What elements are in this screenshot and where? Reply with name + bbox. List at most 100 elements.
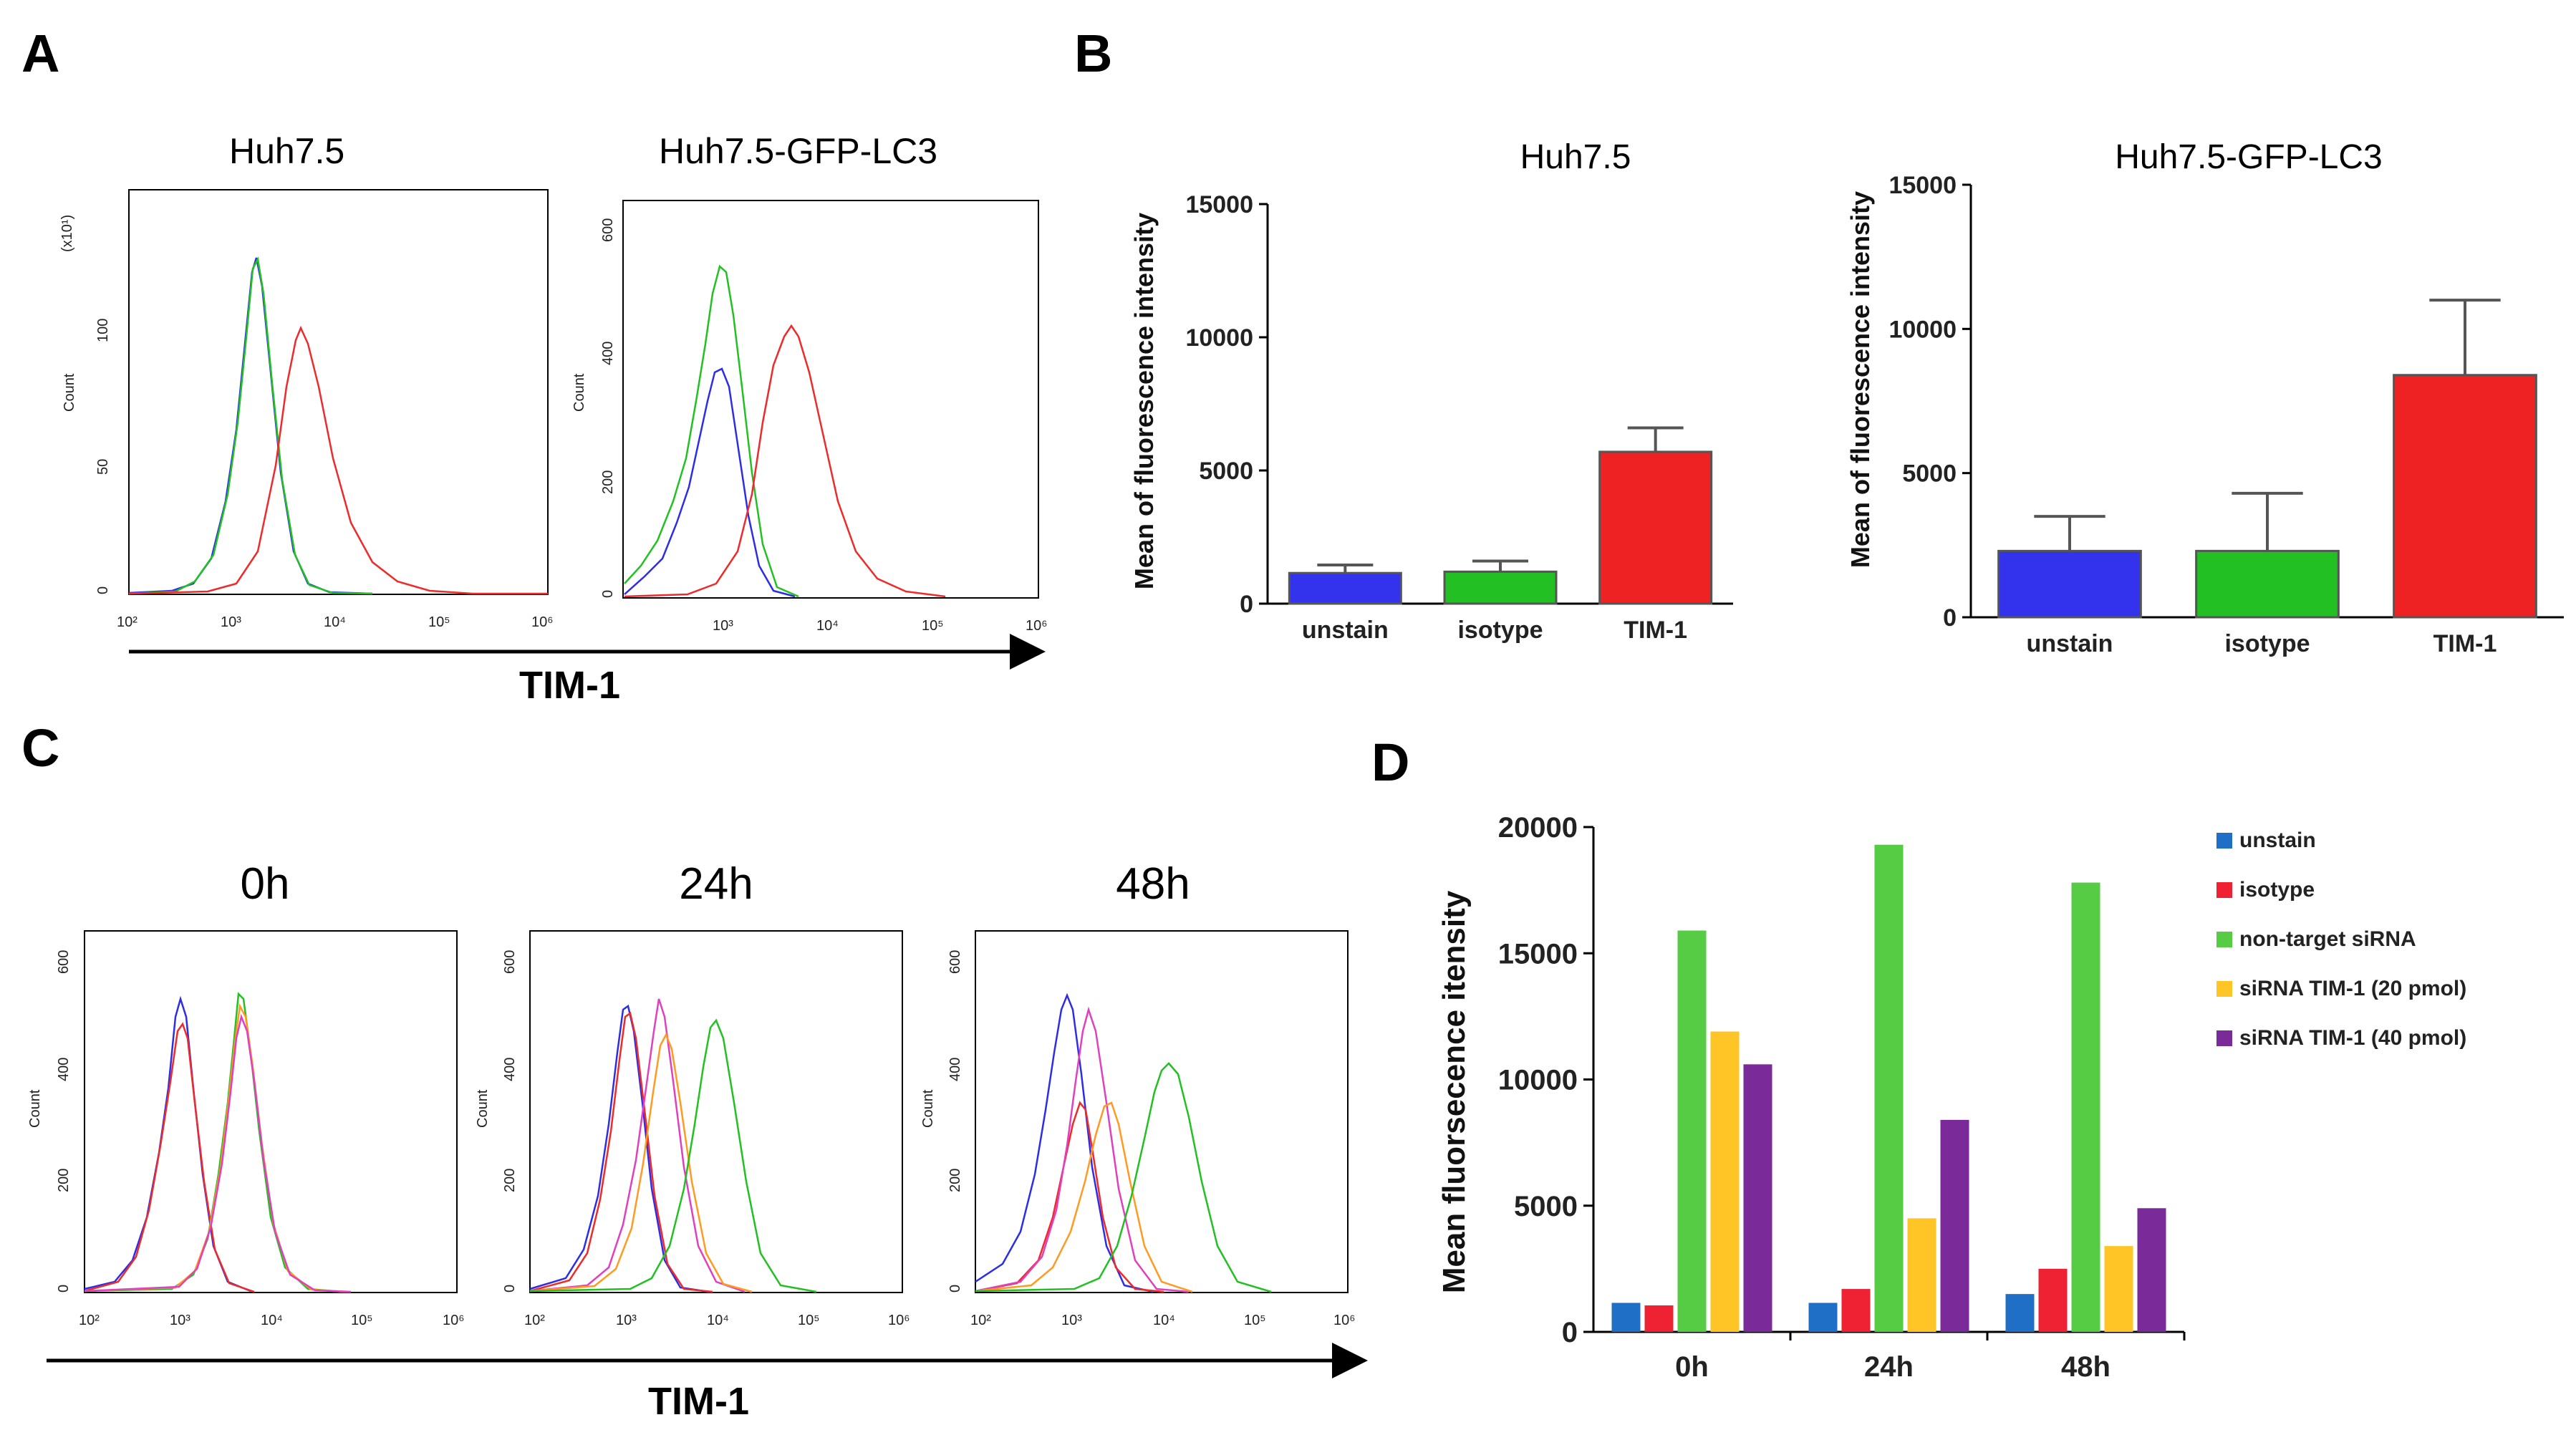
legend-swatch [2216, 932, 2232, 947]
y-tick-0: 0 [600, 590, 616, 598]
x-tick: 10² [117, 614, 138, 630]
histogram-trace-green [624, 264, 799, 598]
y-tick-0: 0 [56, 1285, 72, 1293]
x-tick: 10⁵ [351, 1313, 373, 1328]
bar [1907, 1218, 1936, 1332]
y-tick-label: 0 [1562, 1317, 1578, 1348]
bar [1288, 571, 1402, 605]
hist-frame [84, 930, 458, 1293]
legend-label: siRNA TIM-1 (20 pmol) [2239, 977, 2466, 1000]
hist-title: 48h [1116, 859, 1190, 909]
bar [1841, 1289, 1871, 1332]
x-tick: 10⁴ [707, 1313, 729, 1328]
y-axis-label: Count [571, 373, 587, 412]
bar [1940, 1119, 1969, 1332]
histogram-trace-magenta [84, 1013, 352, 1293]
y-tick-600: 600 [600, 218, 616, 242]
histogram-trace-green [529, 1018, 817, 1293]
y-tick-0: 0 [947, 1285, 963, 1293]
bar-chart-huh75: Huh7.5 Mean of fluorescence intensity 0 5… [1129, 138, 1733, 644]
x-tick: 10² [524, 1313, 545, 1328]
panel-c-histogram-0h: 0h Count 0 200 400 600 10² 10³ 10⁴ 10⁵ 1… [27, 859, 464, 1328]
bar [1743, 1064, 1772, 1332]
histogram-trace-blue [624, 367, 796, 598]
bar [2137, 1208, 2166, 1332]
x-tick: 10⁵ [428, 614, 450, 630]
x-tick: 10³ [616, 1313, 637, 1328]
hist-title: 0h [241, 859, 290, 909]
y-tick-400: 400 [56, 1058, 72, 1081]
bar [2038, 1268, 2068, 1332]
x-tick: 10³ [1061, 1313, 1082, 1328]
bar [1997, 549, 2142, 619]
hist-frame [975, 930, 1349, 1293]
legend-swatch [2216, 981, 2232, 997]
y-tick-label: 5000 [1902, 460, 1957, 488]
y-axis-label: Count [475, 1089, 491, 1128]
y-tick-200: 200 [947, 1169, 963, 1192]
hist-frame [622, 200, 1039, 599]
x-tick: 10³ [713, 618, 733, 634]
x-tick: 10⁴ [261, 1313, 283, 1328]
x-tick: 10² [970, 1313, 991, 1328]
y-axis-label: Mean of fluorescence intensity [1129, 213, 1159, 589]
x-tick: 10⁶ [1333, 1313, 1355, 1328]
histogram-trace-magenta [529, 998, 746, 1293]
bar [1443, 570, 1558, 605]
y-tick-label: 10000 [1185, 324, 1253, 352]
y-axis-label: Count [62, 373, 77, 412]
x-tick: 10⁶ [443, 1313, 464, 1328]
bar [1874, 844, 1904, 1332]
histogram-trace-red [624, 324, 946, 598]
bar [2005, 1294, 2035, 1332]
histogram-trace-green [128, 256, 373, 595]
bar [2071, 882, 2100, 1332]
x-tick-label: 24h [1864, 1351, 1914, 1383]
hist-frame [128, 189, 549, 595]
panel-letter-a: A [21, 24, 59, 83]
y-tick-label: 15000 [1185, 191, 1253, 218]
legend-swatch [2216, 833, 2232, 849]
panel-letter-c: C [21, 718, 59, 778]
histogram-trace-blue [529, 1004, 710, 1293]
x-tick: 10³ [221, 614, 241, 630]
legend-label: unstain [2239, 828, 2316, 852]
panel-letter-d: D [1371, 733, 1409, 792]
legend-label: siRNA TIM-1 (40 pmol) [2239, 1026, 2466, 1050]
x-tick-label: unstain [2027, 630, 2113, 657]
panel-letter-b: B [1074, 24, 1112, 83]
histogram-trace-red [84, 1022, 255, 1293]
y-axis-label: Count [920, 1089, 936, 1128]
bar [1710, 1031, 1740, 1332]
x-tick: 10⁶ [888, 1313, 910, 1328]
y-tick-label: 15000 [1888, 172, 1957, 199]
histogram-trace-blue [975, 992, 1154, 1293]
y-tick-100: 100 [95, 319, 111, 342]
y-tick-50: 50 [95, 459, 111, 475]
histogram-trace-red [529, 1011, 713, 1293]
bar [2104, 1246, 2133, 1332]
histogram-trace-blue [84, 995, 251, 1293]
x-tick: 10² [79, 1313, 100, 1328]
y-tick-0: 0 [95, 586, 111, 594]
x-tick-label: isotype [2224, 630, 2310, 657]
y-axis-label: Count [27, 1089, 43, 1128]
bar [1808, 1303, 1838, 1332]
histogram-trace-orange [975, 1101, 1193, 1293]
panel-c-histogram-48h: 48h Count 0 200 400 600 10² 10³ 10⁴ 10⁵ … [920, 859, 1355, 1328]
chart-title: Huh7.5-GFP-LC3 [2115, 138, 2382, 176]
histogram-trace-magenta [975, 1006, 1190, 1293]
legend-swatch [2216, 1030, 2232, 1046]
histogram-trace-blue [128, 257, 373, 595]
y-tick-600: 600 [502, 950, 518, 974]
legend-label: isotype [2239, 878, 2315, 902]
x-tick-label: isotype [1457, 617, 1543, 644]
x-tick-label: 0h [1675, 1351, 1709, 1383]
bar [2195, 549, 2340, 619]
y-tick-200: 200 [502, 1169, 518, 1192]
histogram-trace-red [128, 325, 548, 595]
y-tick-label: 15000 [1498, 938, 1578, 970]
x-tick: 10⁵ [1244, 1313, 1266, 1328]
bar [1611, 1303, 1641, 1332]
